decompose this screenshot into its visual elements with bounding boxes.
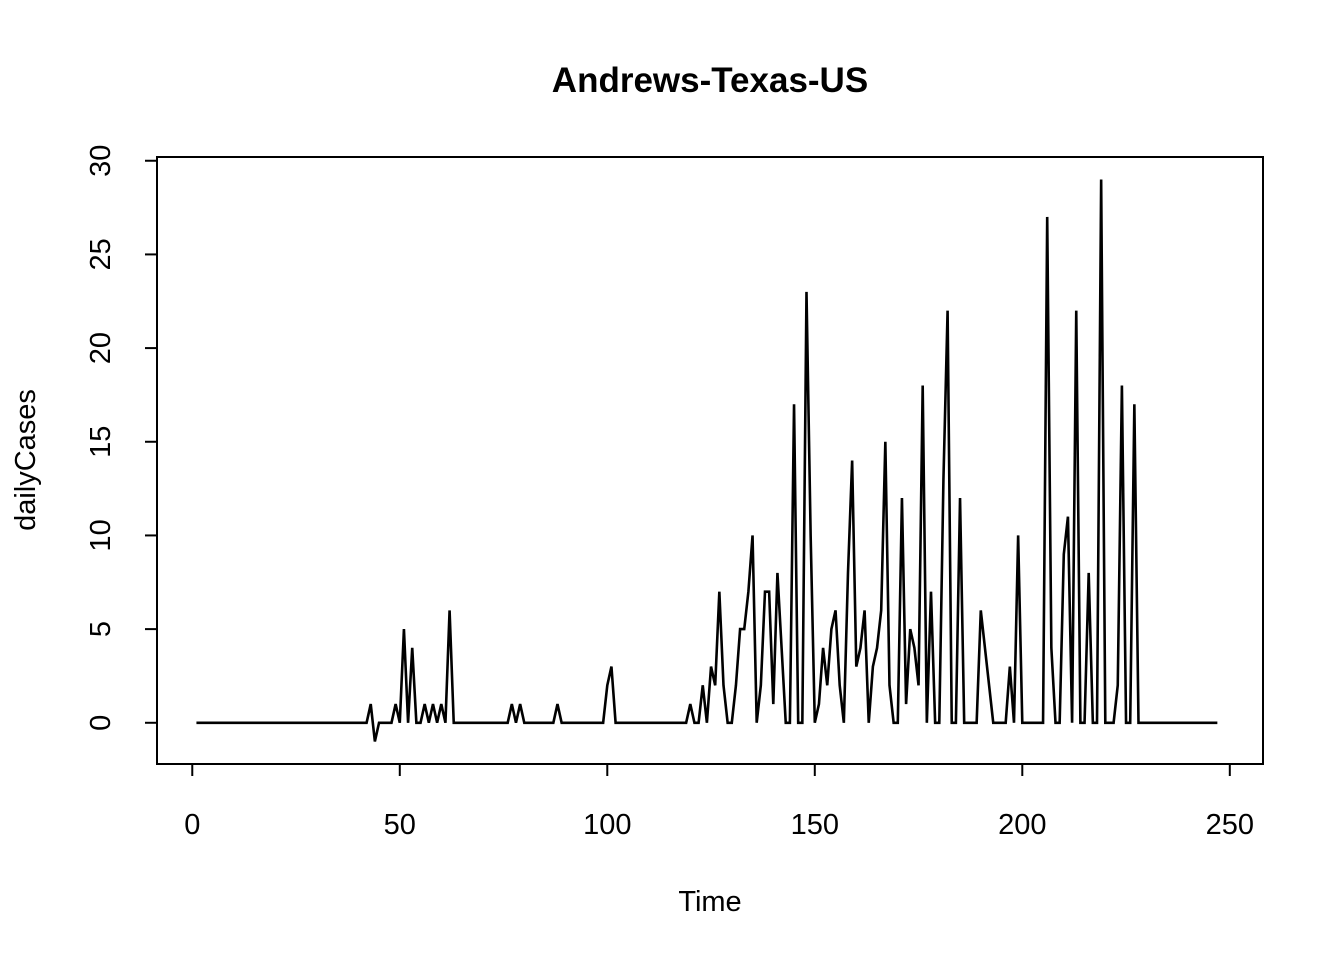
y-tick-label-10: 10	[85, 519, 117, 551]
x-tick-label-250: 250	[1206, 809, 1254, 841]
y-tick-label-25: 25	[85, 238, 117, 270]
x-tick-label-50: 50	[384, 809, 416, 841]
y-axis: 0 5 10 15 20 25 30	[85, 145, 158, 731]
y-tick-label-20: 20	[85, 332, 117, 364]
x-tick-label-0: 0	[184, 809, 200, 841]
y-axis-label: dailyCases	[10, 389, 42, 531]
y-tick-label-30: 30	[85, 145, 117, 177]
x-tick-label-200: 200	[998, 809, 1046, 841]
y-tick-label-0: 0	[85, 715, 117, 731]
y-tick-label-15: 15	[85, 426, 117, 458]
x-tick-label-100: 100	[583, 809, 631, 841]
y-tick-label-5: 5	[85, 621, 117, 637]
x-axis-label: Time	[678, 886, 741, 918]
chart-title: Andrews-Texas-US	[552, 61, 868, 100]
x-axis: 0 50 100 150 200 250	[184, 763, 1254, 841]
x-tick-label-150: 150	[791, 809, 839, 841]
series-line-dailycases	[196, 179, 1218, 742]
